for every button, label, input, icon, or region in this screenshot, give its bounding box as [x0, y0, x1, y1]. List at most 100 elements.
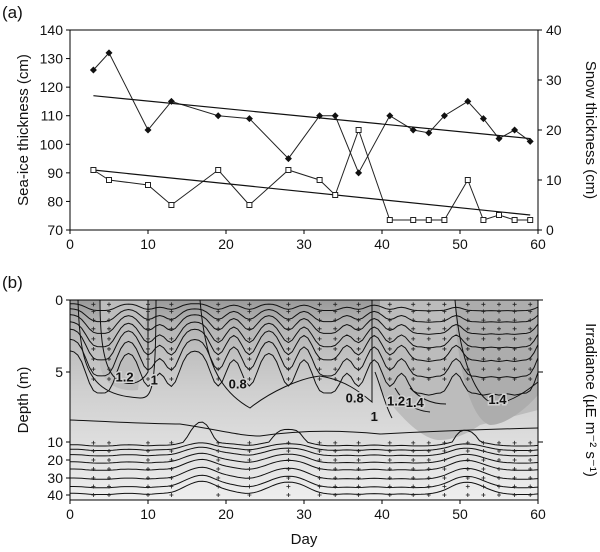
sample-point	[512, 484, 517, 489]
sample-point	[528, 458, 533, 462]
sample-point	[317, 357, 322, 362]
panel-a-ylabel: Sea-ice thickness (cm)	[15, 54, 32, 206]
sample-point	[356, 440, 361, 445]
sample-point	[247, 336, 252, 341]
y-tick-label: 120	[40, 79, 64, 95]
sample-point	[387, 484, 392, 489]
contour-label: 1.2	[116, 370, 134, 385]
sample-point	[442, 458, 447, 462]
sample-point	[528, 346, 533, 351]
panel-b-label: (b)	[2, 273, 23, 292]
sample-point	[442, 440, 447, 445]
sample-point	[411, 467, 416, 471]
sample-point	[216, 336, 221, 341]
sample-point	[426, 458, 431, 462]
sample-point	[216, 302, 221, 307]
sample-point	[216, 458, 221, 462]
y2-tick-label: 10	[546, 172, 562, 188]
sample-point	[146, 357, 150, 362]
sample-point	[107, 326, 111, 331]
sample-point	[411, 326, 416, 331]
sample-point	[426, 367, 431, 372]
sample-point	[317, 467, 322, 471]
snow-thickness-point	[316, 177, 323, 183]
sample-point	[426, 484, 431, 489]
sample-point	[512, 318, 517, 323]
y-tick-label: 10	[47, 434, 63, 450]
sample-point	[333, 326, 338, 331]
y-tick-label: 130	[40, 51, 64, 67]
panel-b-y2label: Irradiance (µE m⁻² s⁻¹)	[582, 323, 599, 477]
sample-point	[216, 357, 221, 362]
sample-point	[497, 458, 501, 462]
sample-point	[333, 357, 338, 362]
sample-point	[465, 326, 470, 331]
sample-point	[333, 476, 338, 480]
sample-point	[387, 458, 392, 462]
sample-point	[512, 493, 517, 497]
sample-point	[169, 458, 174, 462]
sample-point	[107, 377, 111, 381]
sample-point	[465, 467, 470, 471]
ice-thickness-point	[144, 126, 152, 134]
sample-point	[528, 484, 533, 489]
ice-thickness-point	[167, 97, 175, 105]
sample-point	[481, 377, 486, 381]
sample-point	[216, 326, 221, 331]
sample-point	[426, 336, 431, 341]
sample-point	[169, 336, 174, 341]
y-tick-label: 5	[55, 364, 63, 380]
y-tick-label: 80	[47, 193, 63, 209]
sample-point	[216, 309, 221, 314]
panel-b: (b) 1.2 1 0.80.8 1.211.4 1.4 0 10 20 30 40 50 60 0…	[2, 273, 599, 548]
sample-point	[169, 493, 174, 497]
contour-line	[70, 350, 538, 396]
sample-point	[512, 302, 517, 307]
ice-thickness-point	[425, 129, 433, 137]
sample-point	[91, 318, 96, 323]
sample-point	[426, 318, 431, 323]
snow-trend-line	[93, 169, 531, 216]
snow-thickness-point	[496, 212, 502, 218]
sample-point	[169, 484, 174, 489]
sample-point	[146, 336, 150, 341]
sample-point	[247, 440, 252, 445]
sample-point	[146, 493, 150, 497]
ice-thickness-point	[464, 97, 472, 105]
sample-point	[481, 493, 486, 497]
sample-point	[426, 357, 431, 362]
sample-point	[465, 476, 470, 480]
sample-point	[91, 467, 96, 471]
sample-point	[481, 318, 486, 323]
sample-point	[146, 458, 150, 462]
panel-a-series	[89, 49, 534, 223]
sample-point	[107, 357, 111, 362]
x-tick-label: 60	[530, 236, 546, 252]
panel-b-xlabel: Day	[291, 531, 318, 548]
sample-point	[387, 449, 392, 453]
sample-point	[481, 484, 486, 489]
sample-point	[91, 302, 96, 307]
sample-point	[216, 449, 221, 453]
sample-point	[333, 377, 338, 381]
sample-point	[333, 484, 338, 489]
sample-profiles	[91, 302, 533, 497]
y-tick-label: 30	[47, 470, 63, 486]
sample-point	[411, 367, 416, 372]
contour-line	[394, 387, 431, 413]
sample-point	[356, 326, 361, 331]
sample-point	[146, 377, 150, 381]
x-tick-label: 60	[530, 506, 546, 522]
sample-point	[512, 326, 517, 331]
sample-point	[247, 449, 252, 453]
sample-point	[356, 484, 361, 489]
sample-point	[497, 326, 501, 331]
sample-point	[426, 449, 431, 453]
sample-point	[247, 476, 252, 480]
sample-point	[146, 484, 150, 489]
snow-thickness-point	[441, 217, 448, 223]
sample-point	[107, 476, 111, 480]
sample-point	[512, 467, 517, 471]
contour-line	[70, 446, 538, 457]
